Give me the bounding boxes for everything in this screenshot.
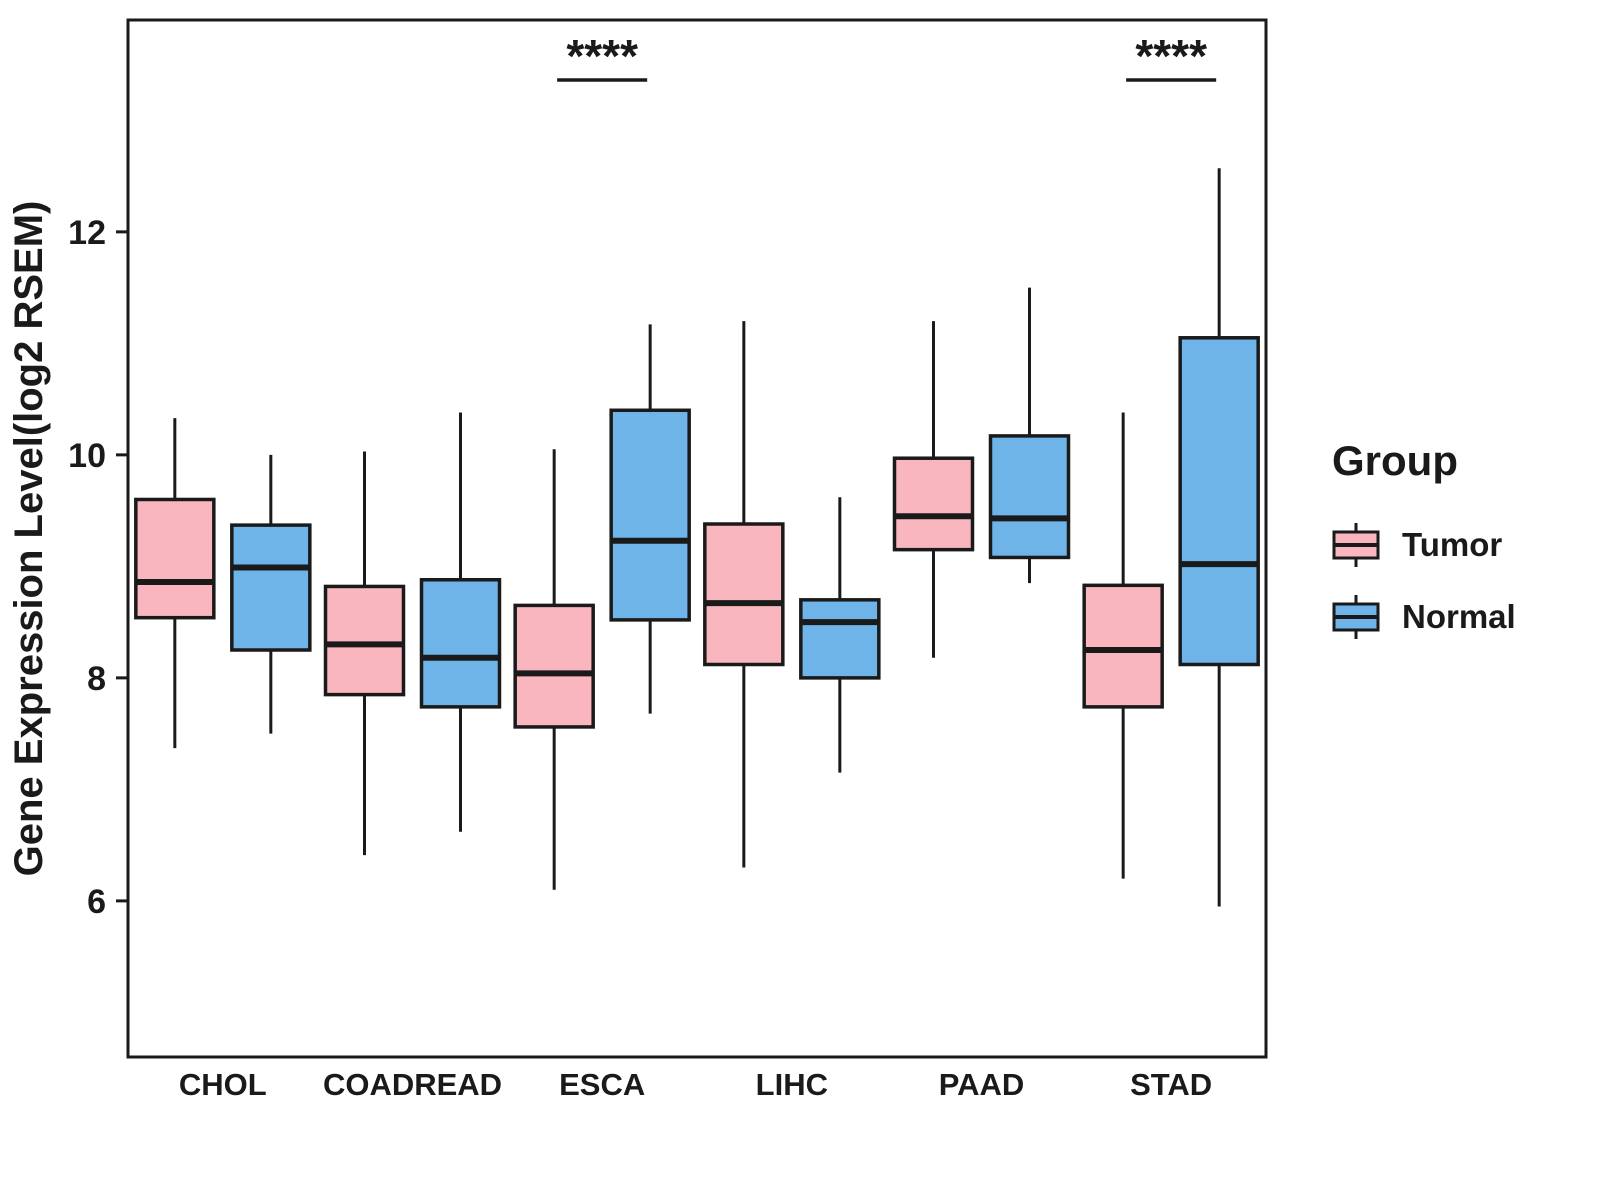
iqr-box	[892, 456, 975, 552]
legend-entry-tumor	[1332, 523, 1380, 567]
y-tick-label: 10	[68, 437, 106, 475]
legend-label-normal: Normal	[1402, 598, 1516, 635]
box-tumor-LIHC	[703, 321, 785, 868]
box-normal-STAD	[1178, 168, 1260, 907]
box-normal-PAAD	[988, 287, 1071, 584]
x-tick-label: COADREAD	[323, 1067, 502, 1102]
x-tick-label: PAAD	[939, 1067, 1025, 1102]
box-normal-CHOL	[230, 454, 312, 734]
box-normal-LIHC	[799, 497, 881, 773]
iqr-box	[419, 578, 502, 709]
legend-entry-normal	[1332, 595, 1380, 639]
iqr-box	[988, 434, 1071, 560]
x-tick-label: LIHC	[756, 1067, 828, 1102]
iqr-box	[609, 408, 691, 622]
plot-frame	[126, 18, 1268, 1059]
iqr-box	[703, 522, 785, 667]
box-normal-ESCA	[609, 324, 691, 714]
legend-title: Group	[1332, 437, 1458, 484]
x-tick-label: STAD	[1130, 1067, 1212, 1102]
box-tumor-ESCA	[513, 449, 595, 890]
iqr-box	[134, 497, 216, 620]
box-tumor-STAD	[1082, 412, 1164, 879]
box-tumor-COADREAD	[323, 451, 406, 856]
legend-label-tumor: Tumor	[1402, 526, 1502, 563]
y-tick-label: 12	[68, 214, 106, 252]
y-axis-title: Gene Expression Level(log2 RSEM)	[7, 201, 51, 877]
x-tick-label: CHOL	[179, 1067, 267, 1102]
iqr-box	[1178, 336, 1260, 667]
iqr-box	[513, 603, 595, 729]
box-tumor-CHOL	[134, 418, 216, 749]
significance-stars-STAD: ****	[1135, 30, 1207, 82]
iqr-box	[1082, 583, 1164, 709]
iqr-box	[799, 598, 881, 680]
iqr-box	[230, 523, 312, 652]
box-normal-COADREAD	[419, 412, 502, 832]
y-tick-label: 8	[87, 660, 106, 698]
y-tick-label: 6	[87, 883, 106, 921]
significance-stars-ESCA: ****	[566, 30, 638, 82]
x-tick-label: ESCA	[559, 1067, 645, 1102]
iqr-box	[323, 584, 406, 697]
box-tumor-PAAD	[892, 321, 975, 658]
